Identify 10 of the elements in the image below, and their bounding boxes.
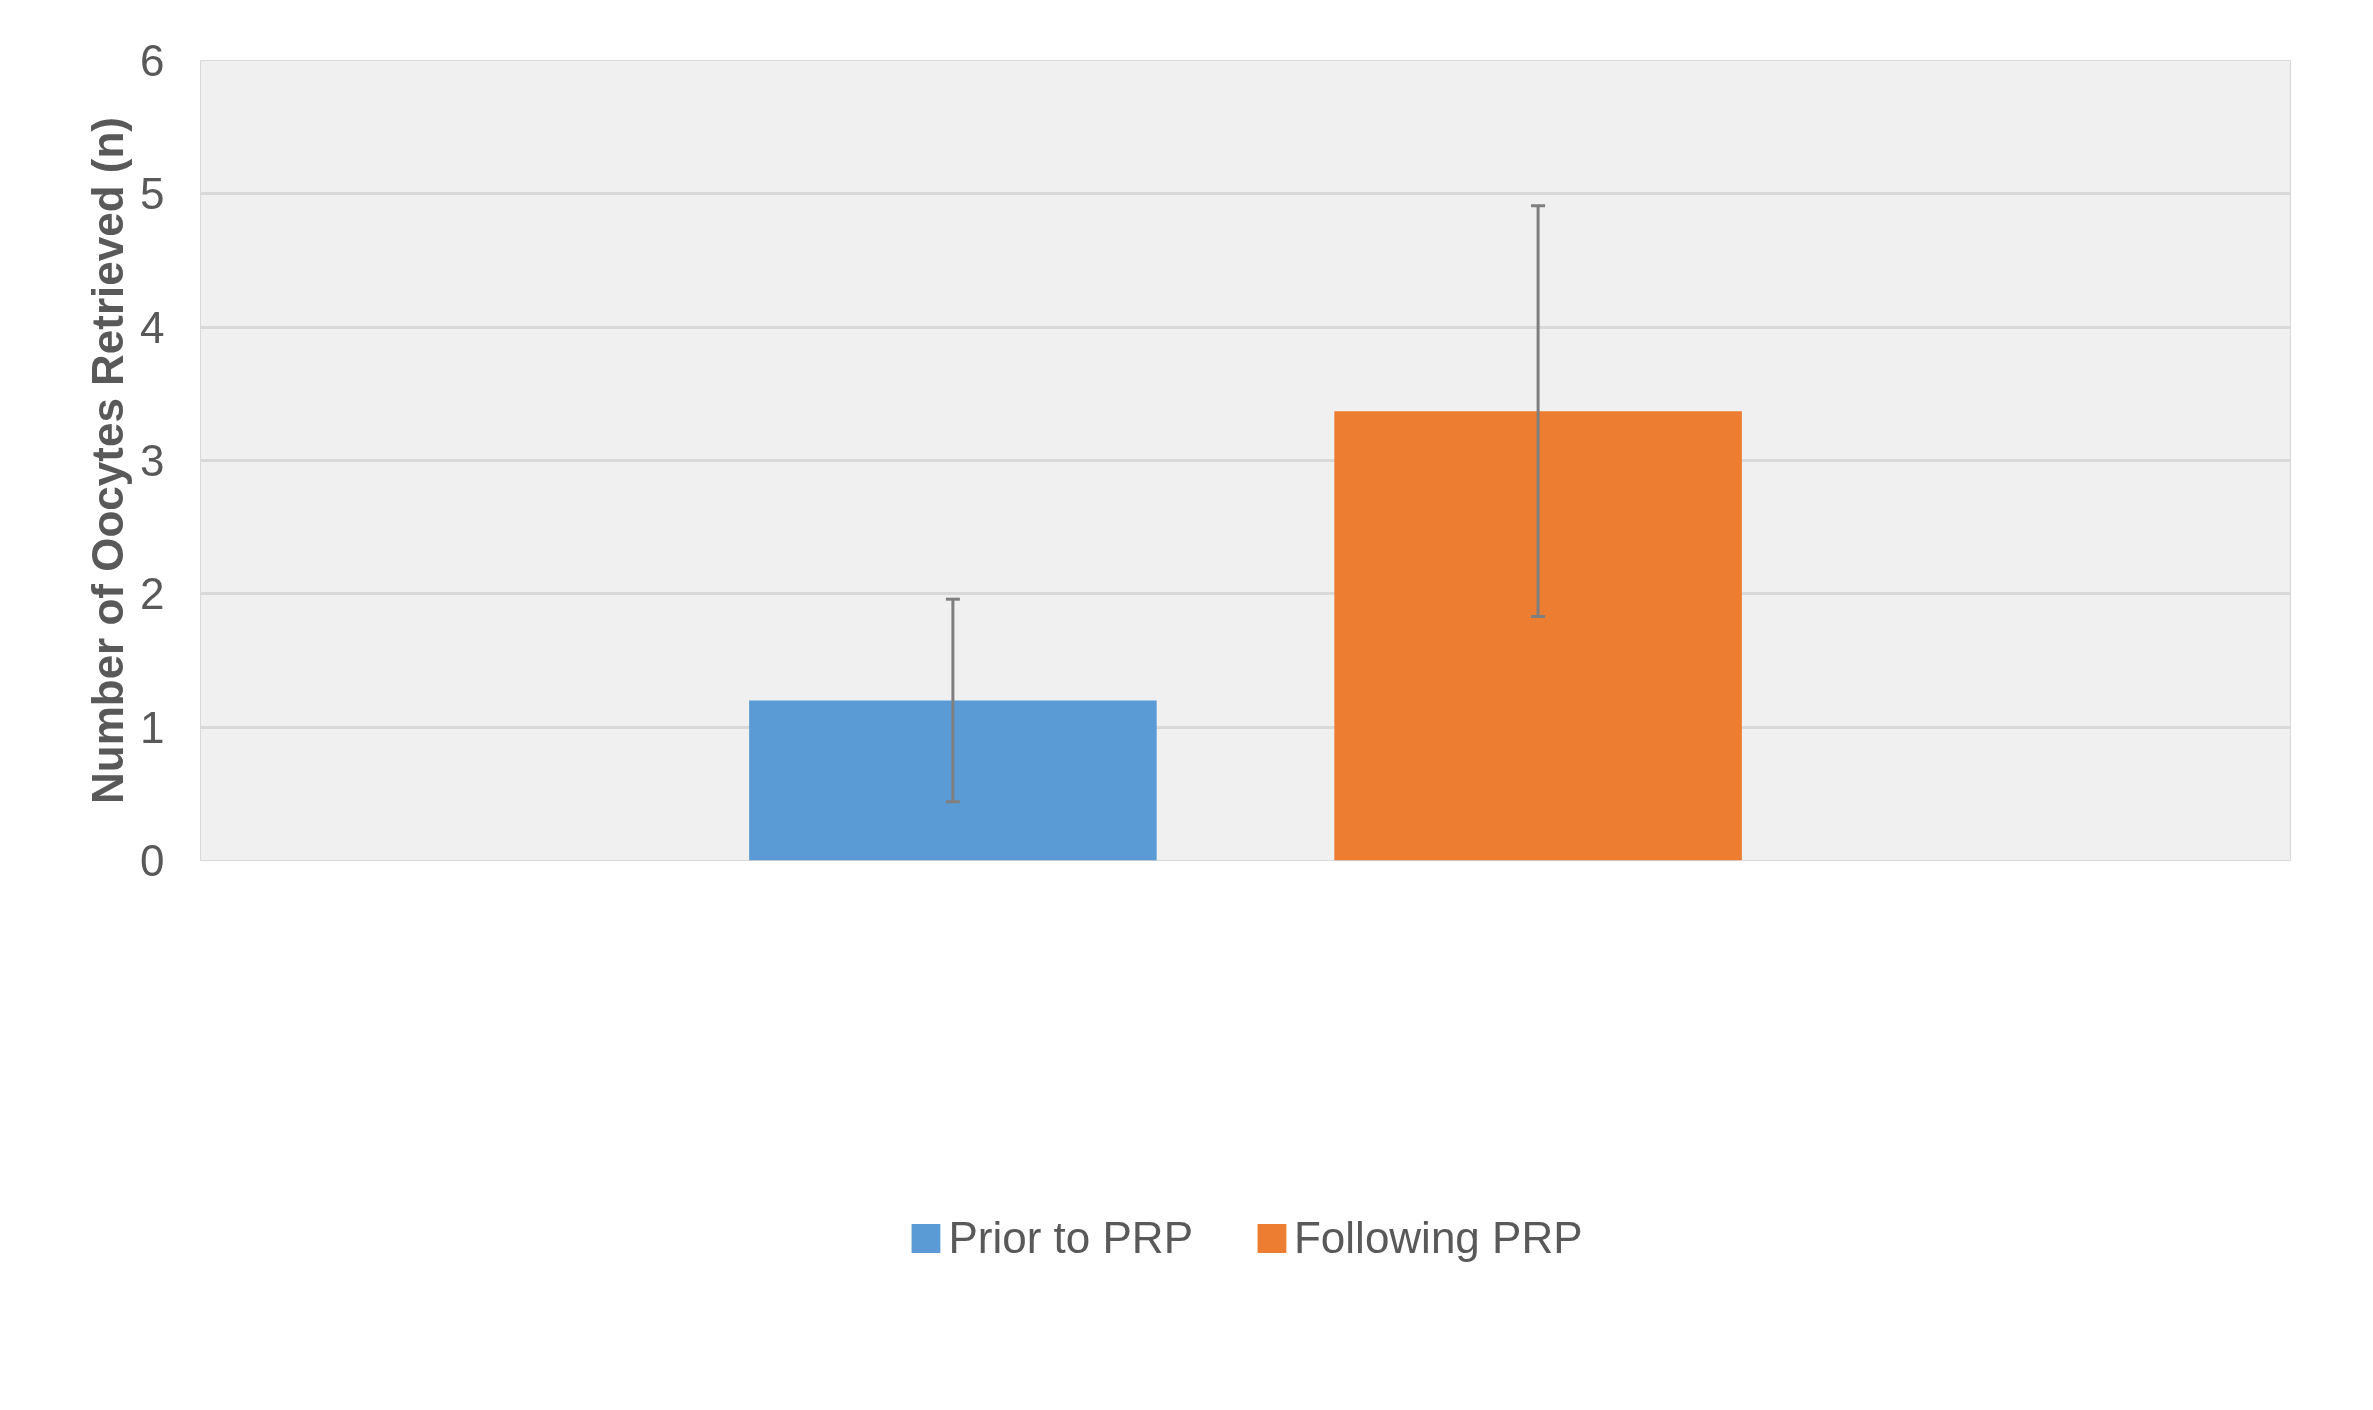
- y-axis-title: Number of Oocytes Retrieved (n): [83, 116, 133, 805]
- legend-label: Following PRP: [1293, 1212, 1583, 1263]
- y-tick-label: 1: [140, 702, 165, 752]
- legend-label: Prior to PRP: [948, 1212, 1193, 1263]
- y-tick-label: 2: [140, 569, 165, 619]
- y-tick-label: 3: [140, 436, 165, 485]
- y-tick-label: 5: [140, 169, 165, 219]
- y-tick-label: 0: [140, 836, 165, 885]
- y-tick-label: 4: [140, 302, 165, 352]
- y-tick-label: 6: [140, 36, 165, 85]
